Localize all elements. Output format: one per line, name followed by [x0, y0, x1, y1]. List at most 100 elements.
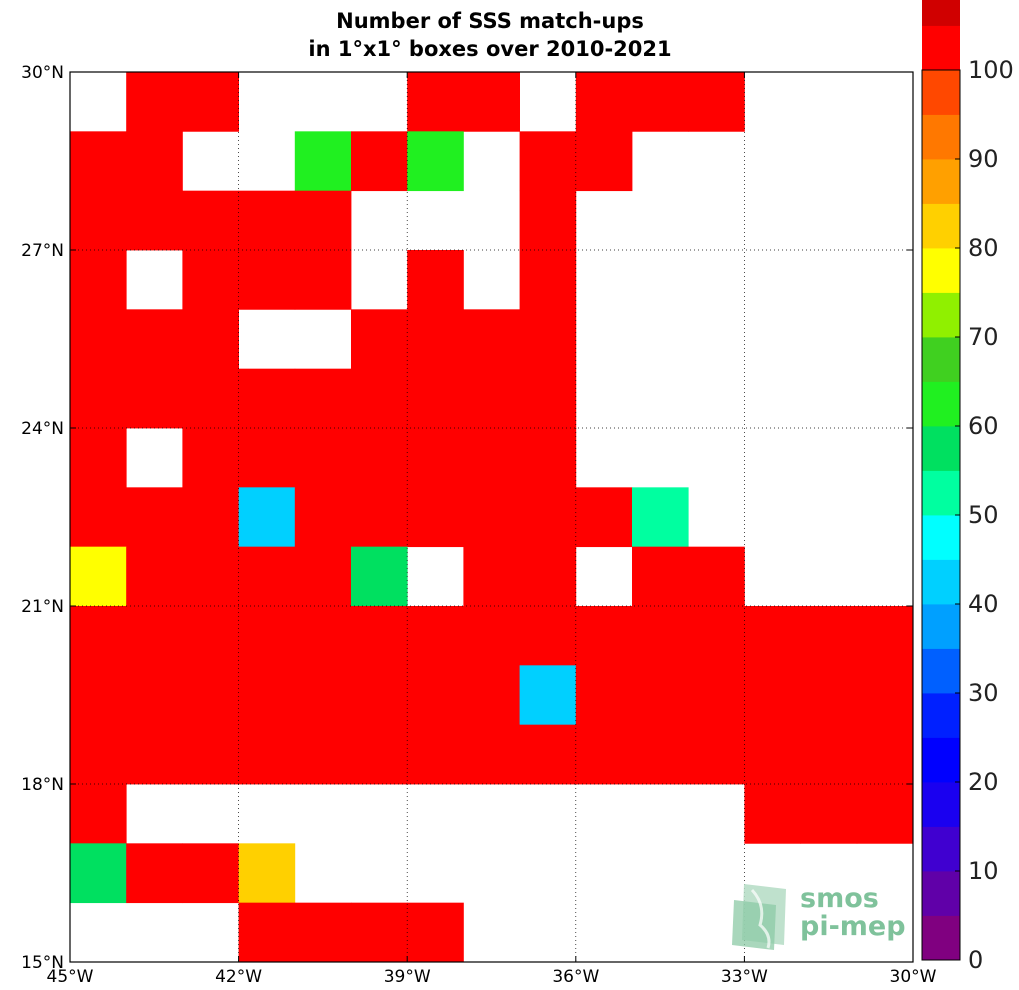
heatmap-cell: [575, 487, 633, 548]
logo-text-pi-mep: pi-mep: [800, 911, 906, 942]
heatmap-cell: [688, 665, 745, 726]
heatmap-cell: [70, 546, 127, 607]
heatmap-cell: [238, 546, 296, 607]
heatmap-cell: [182, 843, 239, 904]
heatmap-cell: [70, 843, 127, 904]
heatmap-cell: [632, 724, 689, 785]
heatmap-cell: [238, 428, 296, 488]
heatmap-cell: [575, 72, 633, 132]
heatmap-cell: [575, 131, 633, 192]
heatmap-cell: [70, 368, 127, 429]
heatmap-cell: [70, 606, 127, 666]
heatmap-cell: [688, 724, 745, 785]
heatmap-cell: [856, 606, 914, 666]
heatmap-cell: [519, 606, 577, 666]
heatmap-cell: [407, 606, 464, 666]
logo-text-smos: smos: [800, 883, 879, 914]
heatmap-cell: [126, 309, 183, 370]
y-tick-label: 21°N: [21, 597, 64, 617]
heatmap-cell: [407, 665, 464, 726]
x-tick-label: 33°W: [721, 967, 768, 987]
colorbar-swatch: [922, 337, 960, 382]
colorbar-swatch: [922, 737, 960, 783]
heatmap-cell: [238, 665, 296, 726]
colorbar-swatch: [922, 604, 960, 649]
heatmap-cell: [294, 131, 352, 192]
heatmap-cell: [126, 72, 183, 132]
heatmap-cell: [70, 784, 127, 844]
heatmap-cell: [238, 724, 296, 785]
colorbar-swatch: [922, 70, 960, 115]
colorbar-tick-label: 80: [968, 234, 999, 262]
heatmap-cell: [407, 72, 464, 132]
heatmap-cell: [126, 546, 183, 607]
heatmap-cell: [238, 368, 296, 429]
heatmap-cell: [294, 606, 352, 666]
heatmap-cell: [744, 665, 801, 726]
heatmap-cell: [70, 190, 127, 251]
heatmap-cell: [744, 784, 801, 844]
gridlines: [70, 72, 913, 962]
heatmap-cell: [182, 487, 239, 548]
colorbar-swatch: [922, 203, 960, 249]
heatmap-cell: [238, 902, 296, 963]
heatmap-cell: [575, 724, 633, 785]
heatmap-cell: [463, 724, 520, 785]
logo-swirl: [732, 900, 776, 950]
heatmap-cell: [744, 606, 801, 666]
heatmap-cell: [407, 368, 464, 429]
heatmap-cell: [182, 428, 239, 488]
heatmap-cell: [351, 902, 408, 963]
colorbar-tick-label: 0: [968, 946, 983, 974]
heatmap-cell: [126, 368, 183, 429]
heatmap-cell: [463, 665, 520, 726]
heatmap-cell: [519, 546, 577, 607]
heatmap-cell: [688, 546, 745, 607]
heatmap-cell: [351, 724, 408, 785]
colorbar-tick-label: 50: [968, 501, 999, 529]
colorbar-swatch: [922, 826, 960, 872]
heatmap-cell: [126, 606, 183, 666]
colorbar-swatch: [922, 915, 960, 961]
colorbar-swatch: [922, 559, 960, 605]
heatmap-cell: [182, 368, 239, 429]
x-tick-label: 39°W: [384, 967, 431, 987]
colorbar-tick-label: 30: [968, 679, 999, 707]
heatmap-cell: [294, 724, 352, 785]
colorbar-swatch: [922, 159, 960, 204]
heatmap-cell: [407, 131, 464, 192]
heatmap-cell: [351, 487, 408, 548]
heatmap-cell: [519, 487, 577, 548]
y-tick-label: 24°N: [21, 419, 64, 439]
heatmap-cell: [856, 724, 914, 785]
colorbar-swatch: [922, 693, 960, 738]
heatmap-cell: [182, 724, 239, 785]
heatmap-cell: [294, 487, 352, 548]
colorbar-swatch: [922, 114, 960, 160]
heatmap-cell: [407, 724, 464, 785]
chart-title-line-1: Number of SSS match-ups: [336, 9, 644, 33]
heatmap-cell: [856, 665, 914, 726]
heatmap-cell: [632, 546, 689, 607]
colorbar-tick-label: 100: [968, 56, 1014, 84]
heatmap-cell: [800, 665, 858, 726]
heatmap-cell: [182, 309, 239, 370]
heatmap-cell: [238, 190, 296, 251]
heatmap-cell: [294, 665, 352, 726]
heatmap-cell: [70, 724, 127, 785]
y-axis: 15°N 18°N 21°N 24°N 27°N 30°N: [21, 63, 913, 973]
logo-swirl: [750, 888, 771, 949]
heatmap-cell: [70, 250, 127, 310]
colorbar-swatch: [922, 648, 960, 694]
heatmap-cell: [70, 487, 127, 548]
heatmap-cell: [407, 902, 464, 963]
heatmap-cell: [351, 428, 408, 488]
colorbar-swatch: [922, 248, 960, 293]
heatmap-cell: [800, 606, 858, 666]
heatmap-cell: [294, 902, 352, 963]
heatmap-cell: [126, 724, 183, 785]
colorbar-swatch: [922, 871, 960, 916]
x-tick-label: 42°W: [215, 967, 262, 987]
x-axis: 45°W 42°W 39°W 36°W 33°W 30°W: [47, 72, 937, 987]
